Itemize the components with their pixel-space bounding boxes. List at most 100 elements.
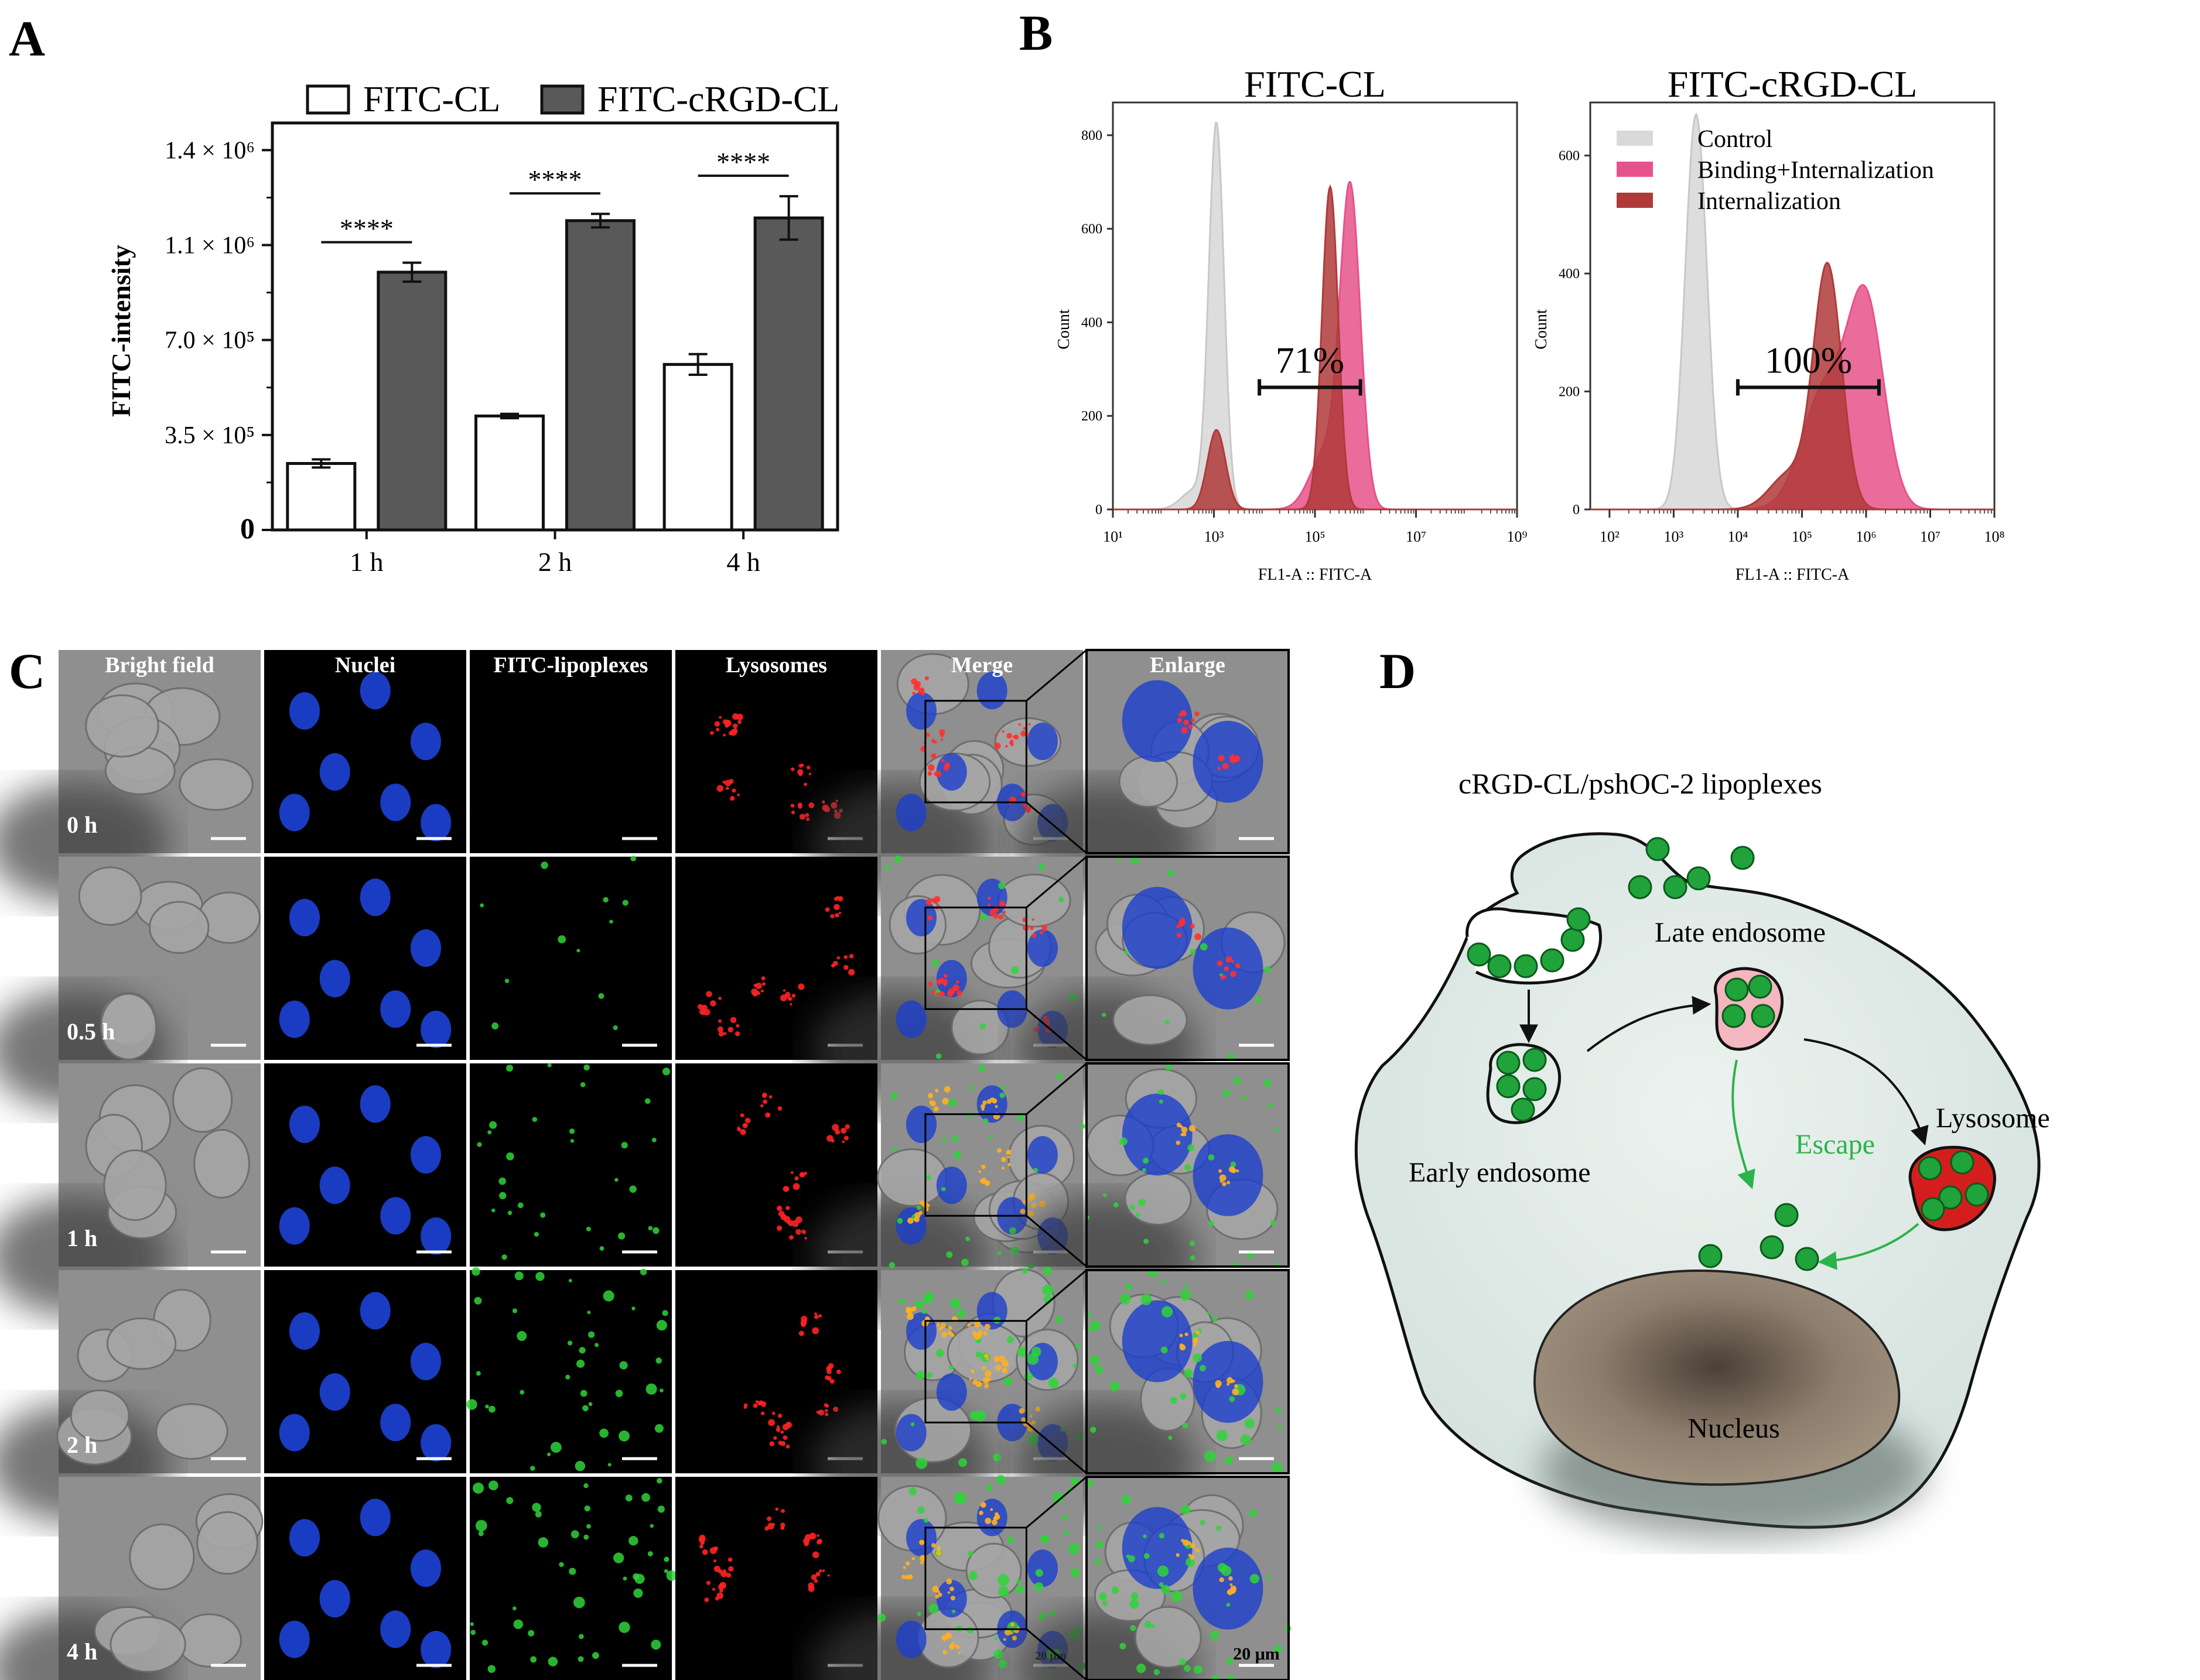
lysosome-signal [949,1586,954,1592]
lysosome-signal [1023,727,1027,731]
fitc-signal [998,882,1006,889]
micrograph-tile [810,1266,1084,1524]
fitc-signal [1089,1355,1100,1365]
fitc-signal [534,1231,539,1237]
lysosome-signal [727,1027,734,1033]
lysosome-signal [723,733,726,737]
fitc-signal [1216,1525,1222,1531]
lysosome-signal [768,1095,773,1099]
lysosome-signal [1012,797,1017,802]
lysosome-signal [1007,1162,1012,1166]
lysosome-signal [1007,1155,1010,1159]
lysosome-signal [780,1525,785,1530]
lysosome-signal [930,1100,936,1107]
fitc-signal [961,1258,969,1267]
lysosome-signal [808,802,815,809]
lysosome-signal [984,1180,990,1186]
y-axis-label: Count [1055,309,1073,350]
lipoplex-particle [1560,928,1585,952]
cell-outline [1134,1606,1202,1669]
lysosome-signal [1019,1408,1025,1414]
fitc-signal [478,1531,484,1537]
lysosome-signal [801,1229,805,1233]
fitc-signal [983,1118,989,1124]
fitc-signal [1087,1480,1094,1487]
fitc-signal [1022,1268,1028,1274]
lysosome-signal [941,978,948,986]
nucleus-stain [279,1207,310,1245]
fitc-signal [648,1226,653,1231]
fitc-signal [1222,1089,1231,1097]
lysosome-signal [777,1225,783,1231]
fitc-signal [1142,1158,1149,1164]
lipoplex-particle [1467,942,1491,967]
lysosome-signal [967,1323,971,1327]
lysosome-signal [920,1555,926,1562]
fitc-signal [647,1551,653,1556]
lysosome-signal [1217,767,1221,771]
fitc-signal [517,1331,527,1341]
y-tick-label: 400 [1559,266,1580,282]
fitc-signal [1226,1603,1231,1607]
fitc-signal [1192,1332,1198,1339]
fitc-signal [1094,1558,1101,1565]
lysosome-signal [780,994,787,1002]
nucleus-stain [279,1620,310,1658]
fitc-signal [655,1357,662,1364]
lysosome-signal [931,1543,936,1548]
fitc-signal [897,1217,903,1224]
escape-label: Escape [1795,1129,1875,1160]
row-time-label: 2 h [67,1432,97,1458]
lysosome-signal [1194,711,1200,717]
lysosome-signal [795,1224,798,1227]
fitc-signal [1165,1063,1172,1070]
nucleus-stain [319,1580,350,1618]
lysosome-signal [1029,926,1034,930]
lysosome-signal [940,733,945,737]
fitc-signal [980,913,988,921]
fitc-signal [1143,1553,1150,1559]
fitc-signal [1190,949,1195,955]
column-header: Merge [951,653,1013,678]
lysosome-signal [1006,1149,1012,1154]
lysosome-signal [1176,1140,1181,1145]
fitc-signal [1221,1565,1232,1576]
x-tick-label: 10³ [1663,528,1683,545]
fitc-signal [505,1065,513,1072]
fitc-signal [660,1388,664,1392]
lysosome-signal [849,954,854,959]
lysosome-signal [1002,730,1005,733]
lysosome-signal [944,1086,951,1093]
fitc-signal [474,1296,482,1305]
fitc-signal [1038,1612,1046,1620]
lysosome-signal [1002,1367,1008,1374]
lysosome-signal [783,1435,788,1441]
lysosome-signal [704,1597,709,1603]
fitc-signal [968,1085,973,1090]
cell-outline [179,758,254,811]
fitc-signal [1189,1240,1195,1247]
panel-letter-a: A [9,11,45,67]
micrograph-tile: 4 h [0,1477,264,1680]
lysosome-signal [843,1135,849,1141]
fitc-signal [1095,1540,1104,1549]
lysosome-signal [775,1507,779,1511]
enlarge-frame [1085,856,1290,1061]
fitc-signal [550,1442,562,1453]
lysosome-signal [1176,1123,1181,1128]
lysosome-signal [935,1550,942,1556]
lysosome-signal [790,1002,792,1006]
lysosome-signal [838,912,842,915]
lysosome-signal [740,1113,744,1118]
nucleus-stain [289,692,320,730]
cell-outline [103,1149,167,1221]
lysosome-signal [767,1516,772,1521]
lysosome-signal [982,1366,986,1370]
nucleus-stain [1122,887,1193,969]
zoom-box [924,1113,1027,1217]
x-tick-label: 10⁶ [1856,528,1876,545]
fitc-signal [656,1320,667,1331]
lysosome-signal [818,1409,825,1416]
fitc-signal [1159,1582,1164,1587]
column-header: FITC-lipoplexes [494,653,648,678]
